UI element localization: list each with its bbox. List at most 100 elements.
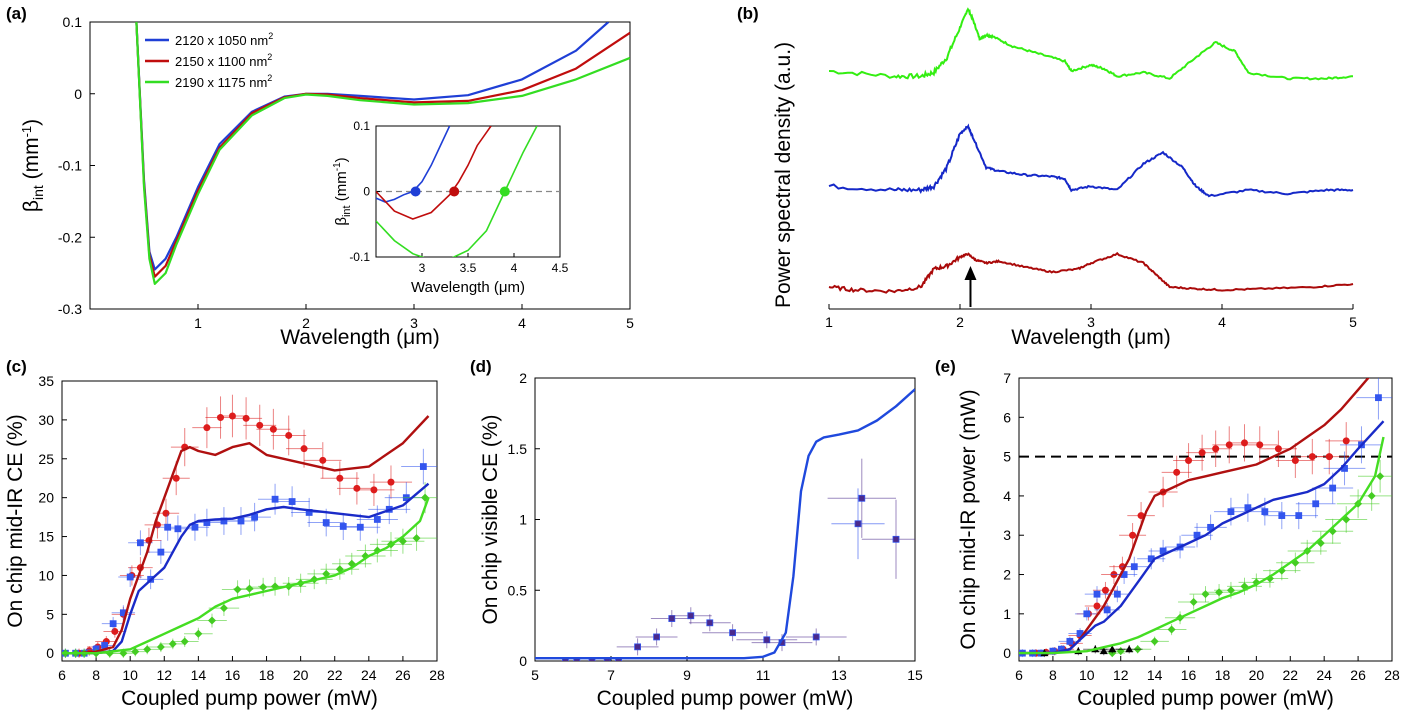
x-tick-label: 16	[1181, 667, 1197, 683]
simulation-line	[1019, 420, 1385, 655]
y-tick-label: 0.5	[508, 582, 528, 598]
panel-a: (a) 1 2 3 4 5 0.1 0 -0.1 -0.2 -0.3 Wavelength (μm) β…	[6, 4, 634, 349]
data-point	[1215, 588, 1224, 597]
data-point	[1125, 645, 1134, 653]
x-tick-label: 18	[1215, 667, 1231, 683]
y-tick-label: 0.1	[63, 14, 83, 30]
inset-y-title: βint (mm-1)	[332, 157, 353, 225]
series-group-a	[135, 22, 630, 285]
data-point	[1116, 647, 1125, 656]
y-tick-label: 0	[1003, 645, 1011, 661]
x-tick-label: 24	[361, 667, 377, 683]
data-point	[1342, 437, 1350, 445]
series-line	[135, 22, 630, 278]
data-point	[1329, 484, 1337, 492]
data-point	[156, 643, 165, 651]
data-point	[1113, 590, 1121, 598]
series-line	[135, 22, 630, 285]
data-point	[126, 573, 134, 581]
x-tick-label: 5	[1349, 314, 1357, 330]
inset-y-tick-label: -0.1	[349, 250, 370, 264]
x-tick-label: 15	[907, 667, 923, 683]
inset-x-tick-label: 3.5	[460, 261, 477, 275]
x-tick-label: 1	[194, 315, 202, 331]
inset-x-tick-label: 4.5	[552, 261, 569, 275]
data-point	[271, 495, 279, 503]
inset-series-line	[376, 126, 492, 220]
legend-label: 2150 x 1100 nm2	[175, 52, 272, 69]
data-point	[1083, 610, 1091, 618]
data-point	[1291, 457, 1299, 465]
x-tick-label: 9	[683, 667, 691, 683]
y-tick-label: 5	[46, 606, 54, 622]
data-point	[706, 619, 714, 627]
data-point	[1130, 563, 1138, 571]
data-point	[300, 445, 308, 453]
inset-a: 3 3.5 4 4.5 0.1 0 -0.1 Wavelength (μm) βint (mm-…	[326, 118, 582, 301]
x-tick-label: 26	[395, 667, 411, 683]
plot-frame-c	[61, 380, 438, 662]
panel-e: (e)6 8 10 12 14 16 18 20 22 24 26 2876543210Coupled…	[935, 357, 1400, 710]
x-tick-label: 2	[302, 315, 310, 331]
x-tick-label: 8	[92, 667, 100, 683]
inset-x-tick-label: 4	[511, 261, 518, 275]
y-axis-title: Power spectral density (a.u.)	[772, 42, 795, 308]
data-group-d	[535, 388, 915, 661]
x-tick-label: 12	[156, 667, 172, 683]
data-point	[1201, 590, 1210, 599]
x-tick-label: 28	[1384, 667, 1400, 683]
x-tick-label: 26	[1350, 667, 1366, 683]
data-point	[217, 414, 225, 422]
data-point	[1108, 645, 1117, 653]
y-axis-title: On chip mid-IR power (mW)	[957, 389, 980, 649]
spectrum-line	[828, 7, 1353, 81]
x-tick-label: 10	[122, 667, 138, 683]
simulation-line	[62, 497, 430, 655]
data-point	[1376, 472, 1385, 481]
zero-crossing-marker	[499, 186, 510, 197]
spectrum-line	[828, 123, 1354, 198]
data-point	[1099, 647, 1108, 655]
x-tick-label: 10	[1079, 667, 1095, 683]
data-point	[256, 421, 264, 429]
x-tick-label: 22	[327, 667, 343, 683]
data-point	[1173, 468, 1181, 476]
data-point	[339, 523, 347, 530]
inset-y-tick-label: 0.1	[353, 119, 370, 133]
y-tick-label: 2	[519, 370, 527, 386]
panel-label-c: (c)	[6, 357, 27, 376]
inset-background	[326, 118, 582, 301]
data-point	[1367, 491, 1376, 500]
data-point	[322, 519, 330, 526]
pump-arrow-icon	[964, 266, 977, 280]
x-tick-label: 6	[58, 667, 66, 683]
data-point	[174, 525, 182, 533]
y-axis-title: On chip visible CE (%)	[479, 414, 502, 624]
data-point	[356, 523, 364, 531]
panel-b: (b) 1 2 3 4 5 Wavelength (μm) Power spectral de…	[737, 4, 1357, 349]
data-point	[1066, 637, 1074, 645]
x-tick-label: 2	[956, 314, 964, 330]
data-point	[412, 534, 421, 543]
y-tick-label: 0	[46, 645, 54, 661]
y-tick-label: 10	[38, 567, 54, 583]
y-tick-label: 35	[38, 373, 54, 389]
panel-label-a: (a)	[6, 4, 27, 23]
data-point	[194, 629, 203, 638]
data-point	[269, 425, 277, 433]
spectrum-line	[828, 251, 1354, 294]
data-point	[419, 463, 427, 470]
x-tick-label: 14	[191, 667, 207, 683]
y-tick-label: 7	[1003, 370, 1011, 386]
legend-label: 2120 x 1050 nm2	[175, 31, 273, 48]
panel-label-b: (b)	[737, 4, 759, 23]
inset-y-tick-label: 0	[363, 185, 370, 199]
data-point	[245, 584, 254, 593]
y-tick-label: 15	[38, 529, 54, 545]
data-point	[687, 612, 695, 620]
data-point	[237, 517, 245, 525]
data-point	[763, 636, 771, 644]
data-point	[228, 412, 236, 420]
x-axis-title: Coupled pump power (mW)	[121, 687, 378, 710]
data-point	[1150, 637, 1159, 646]
